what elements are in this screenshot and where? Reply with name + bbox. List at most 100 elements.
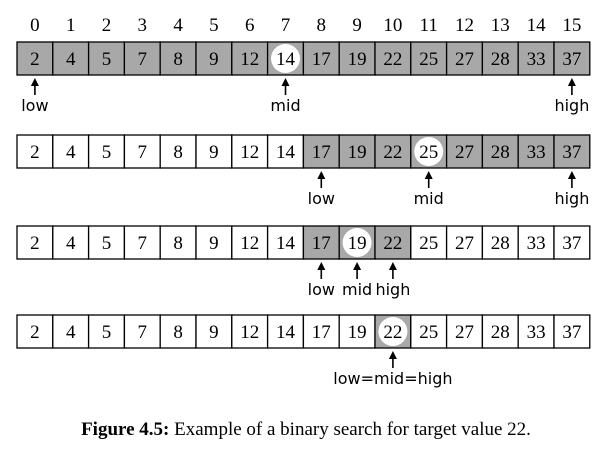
cell-value: 22 [383,49,402,70]
array-cell [410,314,448,349]
cell-value: 5 [102,322,112,343]
array-cell [159,225,197,260]
array-cell [231,314,269,349]
cell-value: 12 [240,142,259,163]
cell-value: 4 [66,322,76,343]
cell-value: 17 [312,49,331,70]
array-cell [445,314,484,349]
figure-caption: Figure 4.5: Example of a binary search f… [0,419,612,441]
index-label: 2 [102,15,112,36]
cell-value: 19 [348,49,367,70]
array-cell [553,134,591,169]
cell-value: 14 [276,142,296,163]
cell-value: 22 [383,322,402,343]
cell-value: 28 [491,322,510,343]
array-cell [16,41,54,76]
cell-value: 28 [491,142,510,163]
index-label: 4 [173,15,183,36]
pointer-arrow-head [281,78,290,86]
cell-value: 7 [138,233,148,254]
index-label: 0 [30,15,40,36]
pointer-label-mid: mid [270,96,300,115]
binary-search-diagram: 0 1 2 3 4 5 6 7 8 9 10 11 12 13 14 152 4 5 7 8 9 12 14 17 19 22 25… [16,15,591,388]
index-label: 11 [420,15,438,36]
cell-value: 14 [276,49,296,70]
array-cell [52,41,90,76]
array-cell [52,314,90,349]
index-label: 7 [281,15,291,36]
cell-value: 5 [102,49,112,70]
cell-value: 9 [209,142,219,163]
pointer-label-high: high [554,189,589,208]
pointer-label-low: low [308,189,335,208]
array-cell [553,225,591,260]
cell-value: 27 [455,233,474,254]
cell-value: 4 [66,233,76,254]
cell-value: 33 [527,142,546,163]
cell-value: 5 [102,142,112,163]
cell-value: 33 [527,322,546,343]
cell-value: 12 [240,49,259,70]
cell-value: 7 [138,322,148,343]
cell-value: 5 [102,233,112,254]
cell-value: 14 [276,322,296,343]
pointer-label-high: high [554,96,589,115]
pointer-arrow-head [317,262,326,270]
mid-highlight-circle [414,137,444,166]
index-label: 13 [491,15,510,36]
pointer-label-low=mid=high: low=mid=high [333,369,452,388]
array-cell [195,41,233,76]
array-cell [266,225,305,260]
cell-value: 37 [562,49,581,70]
mid-highlight-circle [342,228,372,257]
cell-value: 9 [209,233,219,254]
array-cell [481,134,519,169]
cell-value: 4 [66,142,76,163]
cell-value: 4 [66,49,76,70]
cell-value: 8 [173,233,183,254]
pointer-label-low: low [308,280,335,299]
cell-value: 22 [383,142,402,163]
index-label: 14 [527,15,547,36]
array-cell [481,225,519,260]
array-cell [410,225,448,260]
cell-value: 25 [419,49,438,70]
cell-value: 9 [209,322,219,343]
array-cell [123,314,161,349]
mid-highlight-circle [378,317,408,346]
array-cell [52,134,90,169]
array-cell [87,134,126,169]
cell-value: 33 [527,233,546,254]
cell-value: 14 [276,233,296,254]
cell-value: 33 [527,49,546,70]
cell-value: 27 [455,49,474,70]
array-cell [517,225,555,260]
cell-value: 12 [240,322,259,343]
array-cell [374,134,412,169]
array-cell [517,41,555,76]
array-cell [231,41,269,76]
cell-value: 17 [312,233,331,254]
array-cell [195,314,233,349]
array-cell [374,41,412,76]
array-cell [338,134,376,169]
cell-value: 12 [240,233,259,254]
cell-value: 27 [455,142,474,163]
index-label: 15 [562,15,581,36]
figure-caption-text: Example of a binary search for target va… [169,419,531,440]
cell-value: 27 [455,322,474,343]
cell-value: 2 [30,142,40,163]
cell-value: 8 [173,322,183,343]
cell-value: 19 [348,142,367,163]
pointer-arrow-head [388,351,397,359]
array-cell [445,134,484,169]
cell-value: 25 [419,233,438,254]
cell-value: 7 [138,49,148,70]
array-cell [16,314,54,349]
array-cell [481,314,519,349]
index-label: 1 [66,15,76,36]
array-cell [481,41,519,76]
array-cell [410,41,448,76]
index-label: 10 [383,15,402,36]
pointer-arrow-head [388,262,397,270]
